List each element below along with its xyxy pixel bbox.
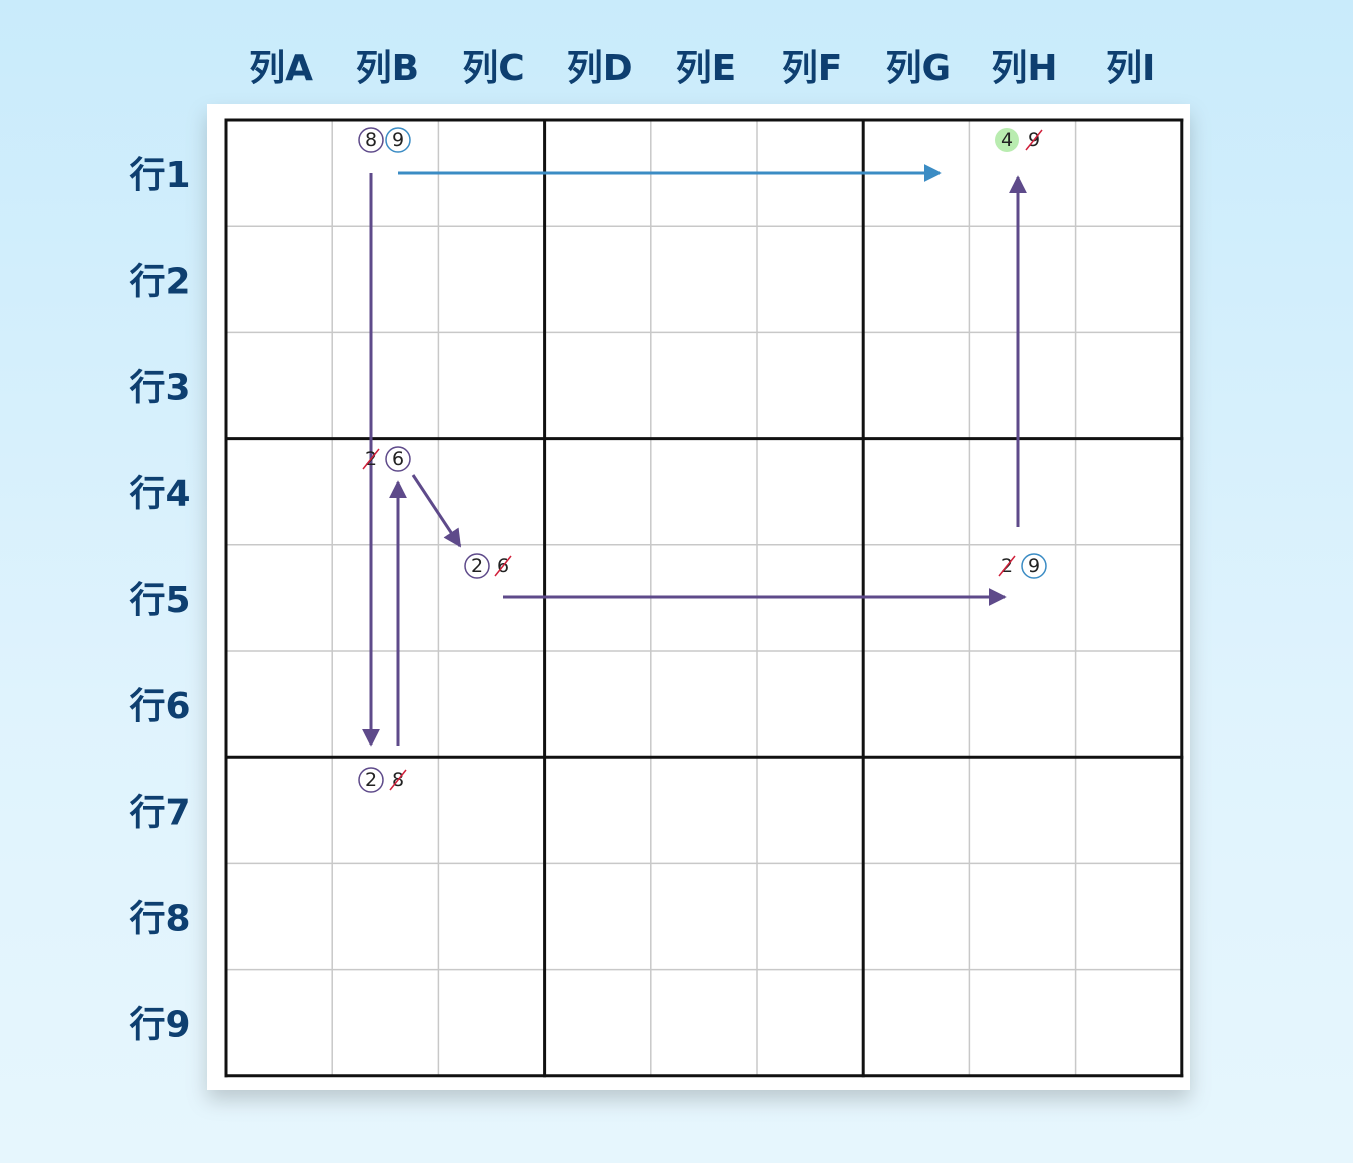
note-digit: 2 bbox=[471, 555, 483, 577]
row-label: 行9 bbox=[129, 1005, 190, 1046]
column-label: 列H bbox=[991, 48, 1057, 89]
row-label: 行1 bbox=[129, 155, 190, 196]
column-label: 列F bbox=[782, 48, 843, 89]
note-digit: 6 bbox=[392, 448, 404, 470]
note-digit: 4 bbox=[1001, 129, 1013, 151]
note-digit: 9 bbox=[1028, 555, 1040, 577]
circle bbox=[464, 553, 490, 579]
notes: 8 9 4 9 2 6 2 6 2 9 2 8 bbox=[358, 127, 1047, 793]
note-digit: 9 bbox=[392, 129, 404, 151]
highlight bbox=[995, 128, 1019, 152]
column-label: 列B bbox=[356, 48, 419, 89]
column-label: 列E bbox=[676, 48, 737, 89]
labels: 列A 列B 列C 列D 列E 列F 列G 列H 列I 行1 行2 行3 行4 行5 行6 行7 行8 行9 bbox=[129, 48, 1155, 1046]
note-digit: 8 bbox=[365, 129, 377, 151]
row-label: 行3 bbox=[129, 368, 190, 409]
row-label: 行5 bbox=[129, 580, 190, 621]
strike bbox=[494, 555, 512, 577]
strike bbox=[362, 448, 380, 470]
circle bbox=[1021, 553, 1047, 579]
row-label: 行8 bbox=[129, 899, 190, 940]
strike bbox=[389, 769, 407, 791]
circle bbox=[385, 446, 411, 472]
circle bbox=[385, 127, 411, 153]
column-label: 列I bbox=[1106, 48, 1155, 89]
circle bbox=[358, 127, 384, 153]
row-label: 行2 bbox=[129, 261, 190, 302]
row-label: 行6 bbox=[129, 686, 190, 727]
column-label: 列A bbox=[249, 48, 313, 89]
column-label: 列C bbox=[462, 48, 524, 89]
circle bbox=[358, 767, 384, 793]
row-label: 行7 bbox=[129, 792, 190, 833]
column-label: 列D bbox=[567, 48, 633, 89]
column-label: 列G bbox=[886, 48, 952, 89]
note-digit: 2 bbox=[365, 769, 377, 791]
strike bbox=[998, 555, 1016, 577]
strike bbox=[1025, 129, 1043, 151]
arrow bbox=[411, 474, 462, 548]
row-label: 行4 bbox=[129, 474, 190, 515]
